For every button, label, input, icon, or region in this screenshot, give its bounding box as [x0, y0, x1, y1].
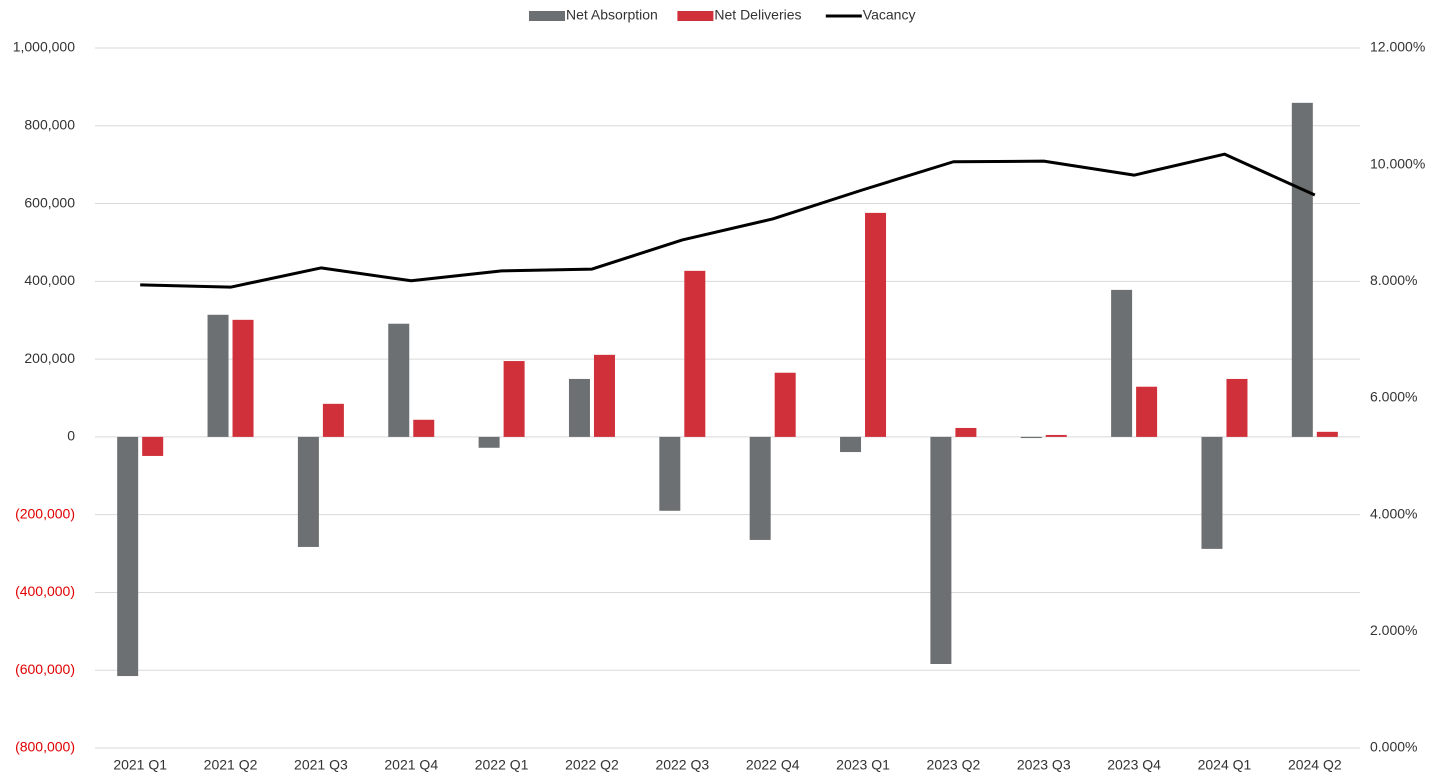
y-tick-label: 800,000	[24, 116, 75, 132]
bar	[659, 436, 681, 511]
legend-label: Net Absorption	[566, 7, 658, 23]
bar	[322, 403, 344, 437]
y2-tick-label: 8.000%	[1370, 272, 1417, 288]
y2-tick-label: 0.000%	[1370, 739, 1417, 755]
bar	[684, 270, 706, 437]
line	[140, 152, 1316, 289]
x-tick-label: 2022 Q3	[655, 757, 709, 773]
bar	[1111, 289, 1133, 437]
x-tick-label: 2024 Q2	[1288, 757, 1342, 773]
bar	[297, 436, 319, 547]
bar	[1020, 436, 1042, 439]
bar	[1226, 378, 1248, 437]
x-tick-label: 2021 Q4	[384, 757, 438, 773]
y-tick-label: 0	[67, 428, 75, 444]
bar	[930, 436, 952, 664]
x-tick-label: 2023 Q4	[1107, 757, 1161, 773]
y2-tick-label: 2.000%	[1370, 622, 1417, 638]
legend-label: Net Deliveries	[714, 7, 801, 23]
y-tick-label: (400,000)	[15, 583, 75, 599]
bar	[955, 427, 977, 437]
bar	[593, 354, 615, 437]
y-tick-label: (800,000)	[15, 739, 75, 755]
bar	[865, 212, 887, 437]
legend-label: Vacancy	[863, 7, 916, 23]
legend-swatch	[677, 11, 714, 21]
bar	[232, 319, 254, 437]
bar	[142, 436, 164, 456]
bar	[1201, 436, 1223, 549]
bar	[478, 436, 500, 448]
y-tick-label: 400,000	[24, 272, 75, 288]
x-tick-label: 2021 Q3	[294, 757, 348, 773]
bar	[840, 436, 862, 453]
bar	[1316, 431, 1338, 437]
x-tick-label: 2023 Q2	[927, 757, 981, 773]
bar	[207, 314, 229, 437]
bar	[1291, 102, 1313, 437]
x-tick-label: 2021 Q2	[204, 757, 258, 773]
bar	[749, 436, 771, 540]
x-tick-label: 2022 Q2	[565, 757, 619, 773]
x-tick-label: 2024 Q1	[1198, 757, 1252, 773]
bar	[774, 372, 796, 437]
x-tick-label: 2023 Q3	[1017, 757, 1071, 773]
bar	[568, 378, 590, 437]
y-tick-label: (600,000)	[15, 661, 75, 677]
bar	[1045, 434, 1067, 437]
y2-tick-label: 4.000%	[1370, 505, 1417, 521]
x-tick-label: 2022 Q4	[746, 757, 800, 773]
bar	[388, 323, 410, 437]
y-tick-label: 600,000	[24, 194, 75, 210]
y2-tick-label: 12.000%	[1370, 39, 1425, 55]
x-tick-label: 2023 Q1	[836, 757, 890, 773]
x-tick-label: 2021 Q1	[113, 757, 167, 773]
bar	[413, 419, 435, 437]
y2-tick-label: 6.000%	[1370, 389, 1417, 405]
y-tick-label: 1,000,000	[13, 39, 75, 55]
y-tick-label: 200,000	[24, 350, 75, 366]
bar	[503, 361, 525, 437]
legend-swatch	[529, 11, 565, 21]
bar	[1136, 386, 1158, 437]
x-tick-label: 2022 Q1	[475, 757, 529, 773]
y-tick-label: (200,000)	[15, 505, 75, 521]
y2-tick-label: 10.000%	[1370, 155, 1425, 171]
bar	[117, 436, 139, 677]
